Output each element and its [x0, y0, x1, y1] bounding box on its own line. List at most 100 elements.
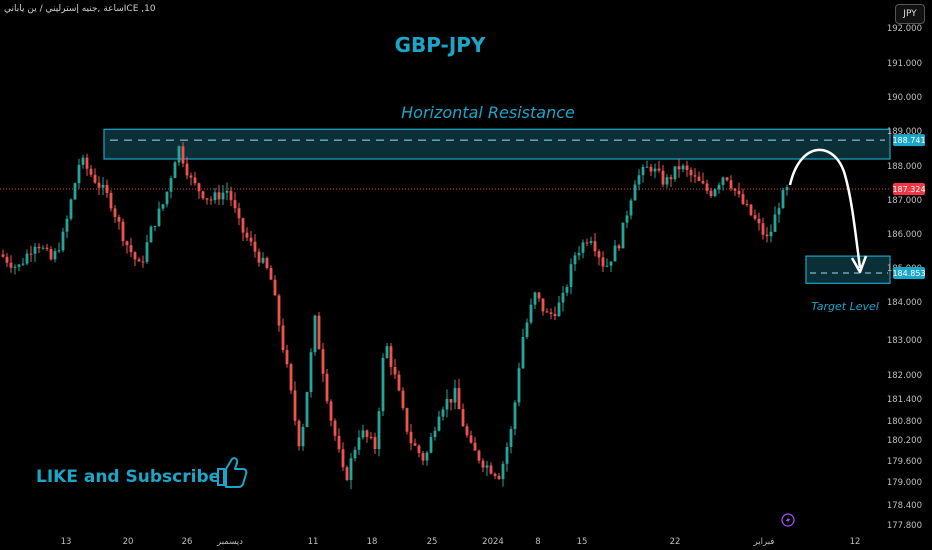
candle-body	[425, 452, 429, 461]
y-tick-label: 192.000	[887, 24, 922, 34]
y-tick-label: 179.000	[887, 478, 922, 488]
candle-body	[721, 177, 725, 185]
candle-body	[713, 189, 717, 197]
candle-body	[433, 430, 437, 437]
target-price-tag-bg	[893, 266, 925, 279]
candle-body	[133, 252, 137, 260]
candle-body	[313, 315, 317, 353]
target-label: Target Level	[811, 300, 879, 313]
forecast-arrow-head	[850, 255, 868, 274]
candle-body	[669, 177, 673, 180]
candle-body	[469, 435, 473, 443]
candle-body	[593, 241, 597, 252]
candle-body	[221, 192, 225, 200]
candle-body	[41, 247, 45, 249]
candle-body	[245, 232, 249, 238]
candle-body	[121, 221, 125, 242]
candle-body	[569, 264, 573, 287]
candle-body	[613, 245, 617, 262]
candle-body	[577, 252, 581, 256]
candle-body	[441, 409, 445, 417]
candle-body	[505, 446, 509, 464]
thumb-hand	[225, 457, 248, 488]
current-price-tag-bg	[893, 182, 925, 195]
target-zone	[805, 255, 891, 284]
candle-body	[461, 409, 465, 427]
candle-body	[81, 157, 85, 165]
candle-body	[9, 262, 13, 268]
candle-body	[357, 437, 361, 450]
candle-body	[37, 246, 41, 249]
x-tick-label: فبراير	[753, 537, 775, 547]
candle-body	[513, 402, 517, 430]
lightning-bolt	[786, 516, 790, 524]
candle-body	[761, 223, 765, 235]
candle-body	[25, 253, 29, 264]
y-tick-label: 179.600	[887, 457, 922, 467]
time-axis[interactable]: 13 20 26 ديسمبر 11 18 25 2024 8 15 22 فبراير 12	[61, 537, 861, 547]
candle-body	[409, 431, 413, 444]
candle-body	[601, 257, 605, 267]
y-tick-label: 180.200	[887, 436, 922, 446]
candle-body	[381, 358, 385, 412]
candle-body	[17, 264, 21, 267]
candle-body	[493, 473, 497, 476]
y-tick-label: 180.800	[887, 417, 922, 427]
candle-body	[585, 242, 589, 244]
candle-body	[457, 388, 461, 410]
candle-body	[361, 430, 365, 438]
y-tick-label: 187.000	[887, 196, 922, 206]
cta-text: LIKE and Subscribe	[36, 467, 220, 487]
y-tick-label: 182.000	[887, 371, 922, 381]
candle-body	[545, 311, 549, 313]
candle-body	[785, 187, 789, 191]
chart-title: GBP-JPY	[395, 33, 486, 57]
resistance-price-tag-bg	[893, 134, 925, 147]
candle-body	[277, 295, 281, 326]
target-price-tag: 184.853	[892, 269, 925, 278]
candle-body	[93, 174, 97, 183]
candle-body	[73, 183, 77, 200]
candle-body	[665, 177, 669, 185]
candle-body	[233, 200, 237, 209]
y-tick-label: 190.000	[887, 93, 922, 103]
candle-body	[657, 168, 661, 171]
candle-body	[677, 166, 681, 170]
candle-body	[673, 166, 677, 180]
candle-body	[685, 165, 689, 170]
candle-body	[725, 177, 729, 181]
candle-body	[449, 399, 453, 403]
candle-body	[53, 251, 57, 260]
candle-body	[205, 198, 209, 200]
candle-body	[573, 255, 577, 265]
resistance-zone	[103, 128, 891, 160]
candle-body	[625, 215, 629, 223]
candle-body	[197, 183, 201, 192]
candle-body	[701, 181, 705, 184]
annotations-layer: 188.741 187.324 184.853 GBP-JPY Horizontal R…	[36, 33, 926, 527]
candle-body	[345, 467, 349, 481]
candle-body	[45, 247, 49, 250]
candle-body	[117, 216, 121, 222]
candle-body	[465, 426, 469, 436]
candle-body	[749, 204, 753, 216]
y-tick-label: 189.000	[887, 127, 922, 137]
candle-body	[453, 388, 457, 403]
candle-body	[405, 408, 409, 432]
candle-body	[629, 200, 633, 216]
candle-body	[557, 302, 561, 317]
y-tick-label: 181.400	[887, 395, 922, 405]
forecast-arrow	[788, 148, 862, 269]
candle-body	[753, 215, 757, 219]
candle-body	[297, 420, 301, 447]
currency-button[interactable]: JPY	[895, 4, 925, 24]
candle-body	[605, 265, 609, 267]
y-tick-label: 183.000	[887, 336, 922, 346]
candle-body	[97, 182, 101, 188]
candle-body	[237, 208, 241, 219]
candle-body	[377, 411, 381, 450]
candle-body	[29, 253, 33, 255]
candle-body	[533, 292, 537, 305]
